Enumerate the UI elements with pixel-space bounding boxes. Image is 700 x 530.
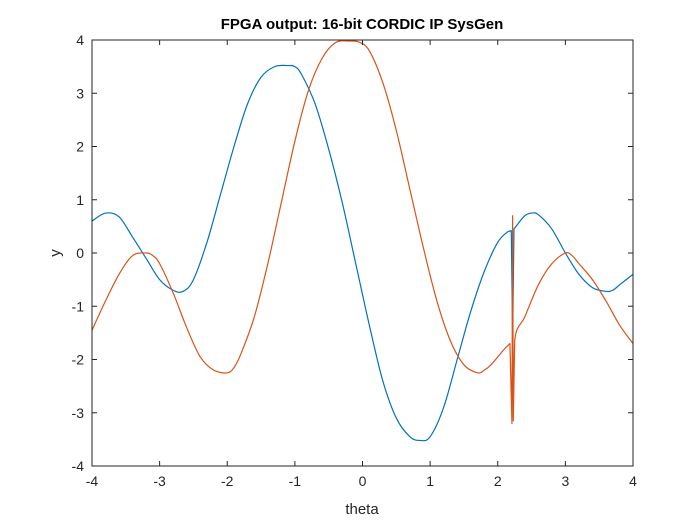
- plot-area: [91, 40, 634, 442]
- x-tick-label: -1: [289, 473, 302, 489]
- x-tick-label: -4: [86, 473, 99, 489]
- y-tick-label: 4: [76, 32, 84, 48]
- y-axis-label: y: [47, 249, 64, 257]
- chart-title: FPGA output: 16-bit CORDIC IP SysGen: [221, 16, 504, 33]
- series-line-1: [91, 64, 634, 442]
- y-tick-label: -1: [72, 298, 85, 314]
- y-tick-label: -3: [72, 405, 85, 421]
- x-tick-label: 1: [426, 473, 434, 489]
- y-tick-label: -2: [72, 352, 85, 368]
- x-tick-label: -2: [221, 473, 234, 489]
- y-tick-label: 1: [76, 192, 84, 208]
- x-axis-label: theta: [345, 501, 379, 518]
- axis-ticks: -4 -3 -2 -1 0 1 2 3 4 4 3 2 1 0 -1 -2 -3 -4: [72, 32, 638, 489]
- x-tick-label: 4: [629, 473, 637, 489]
- series-line-2: [91, 40, 634, 424]
- y-tick-label: 2: [76, 139, 84, 155]
- x-tick-label: 0: [359, 473, 367, 489]
- x-tick-label: 2: [494, 473, 502, 489]
- y-tick-label: -4: [72, 458, 85, 474]
- y-tick-label: 0: [76, 245, 84, 261]
- x-tick-label: 3: [561, 473, 569, 489]
- x-tick-label: -3: [153, 473, 166, 489]
- y-tick-label: 3: [76, 85, 84, 101]
- axes-box: [91, 39, 634, 467]
